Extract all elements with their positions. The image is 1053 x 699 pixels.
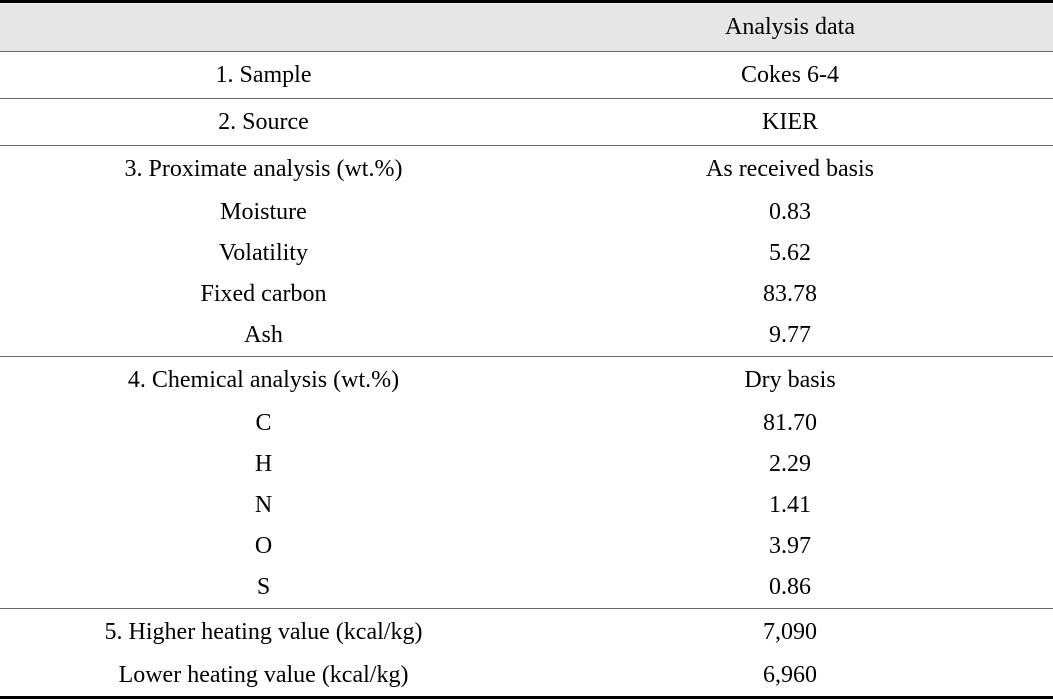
cell-chemical-label: 4. Chemical analysis (wt.%): [0, 357, 527, 404]
row-chemical-heading: 4. Chemical analysis (wt.%) Dry basis: [0, 357, 1053, 404]
cell-N-value: 1.41: [527, 485, 1053, 526]
row-moisture: Moisture 0.83: [0, 192, 1053, 233]
analysis-table: Analysis data 1. Sample Cokes 6-4 2. Sou…: [0, 0, 1053, 699]
cell-moisture-label: Moisture: [0, 192, 527, 233]
row-sample: 1. Sample Cokes 6-4: [0, 52, 1053, 99]
cell-O-label: O: [0, 526, 527, 567]
cell-fixedcarbon-label: Fixed carbon: [0, 274, 527, 315]
cell-hhv-value: 7,090: [527, 609, 1053, 656]
cell-C-label: C: [0, 403, 527, 444]
cell-H-label: H: [0, 444, 527, 485]
cell-chemical-value: Dry basis: [527, 357, 1053, 404]
row-fixed-carbon: Fixed carbon 83.78: [0, 274, 1053, 315]
cell-C-value: 81.70: [527, 403, 1053, 444]
row-lhv: Lower heating value (kcal/kg) 6,960: [0, 655, 1053, 698]
header-left-cell: [0, 2, 527, 52]
row-H: H 2.29: [0, 444, 1053, 485]
row-proximate-heading: 3. Proximate analysis (wt.%) As received…: [0, 146, 1053, 193]
header-right-cell: Analysis data: [527, 2, 1053, 52]
row-C: C 81.70: [0, 403, 1053, 444]
cell-proximate-value: As received basis: [527, 146, 1053, 193]
row-hhv: 5. Higher heating value (kcal/kg) 7,090: [0, 609, 1053, 656]
cell-hhv-label: 5. Higher heating value (kcal/kg): [0, 609, 527, 656]
cell-ash-value: 9.77: [527, 315, 1053, 357]
cell-sample-label: 1. Sample: [0, 52, 527, 99]
cell-source-value: KIER: [527, 99, 1053, 146]
cell-moisture-value: 0.83: [527, 192, 1053, 233]
cell-N-label: N: [0, 485, 527, 526]
row-O: O 3.97: [0, 526, 1053, 567]
cell-H-value: 2.29: [527, 444, 1053, 485]
row-volatility: Volatility 5.62: [0, 233, 1053, 274]
cell-proximate-label: 3. Proximate analysis (wt.%): [0, 146, 527, 193]
cell-lhv-label: Lower heating value (kcal/kg): [0, 655, 527, 698]
cell-volatility-label: Volatility: [0, 233, 527, 274]
row-source: 2. Source KIER: [0, 99, 1053, 146]
row-N: N 1.41: [0, 485, 1053, 526]
row-ash: Ash 9.77: [0, 315, 1053, 357]
row-S: S 0.86: [0, 567, 1053, 609]
cell-source-label: 2. Source: [0, 99, 527, 146]
cell-sample-value: Cokes 6-4: [527, 52, 1053, 99]
cell-ash-label: Ash: [0, 315, 527, 357]
cell-S-label: S: [0, 567, 527, 609]
cell-fixedcarbon-value: 83.78: [527, 274, 1053, 315]
cell-volatility-value: 5.62: [527, 233, 1053, 274]
table-header-row: Analysis data: [0, 2, 1053, 52]
cell-O-value: 3.97: [527, 526, 1053, 567]
cell-S-value: 0.86: [527, 567, 1053, 609]
cell-lhv-value: 6,960: [527, 655, 1053, 698]
